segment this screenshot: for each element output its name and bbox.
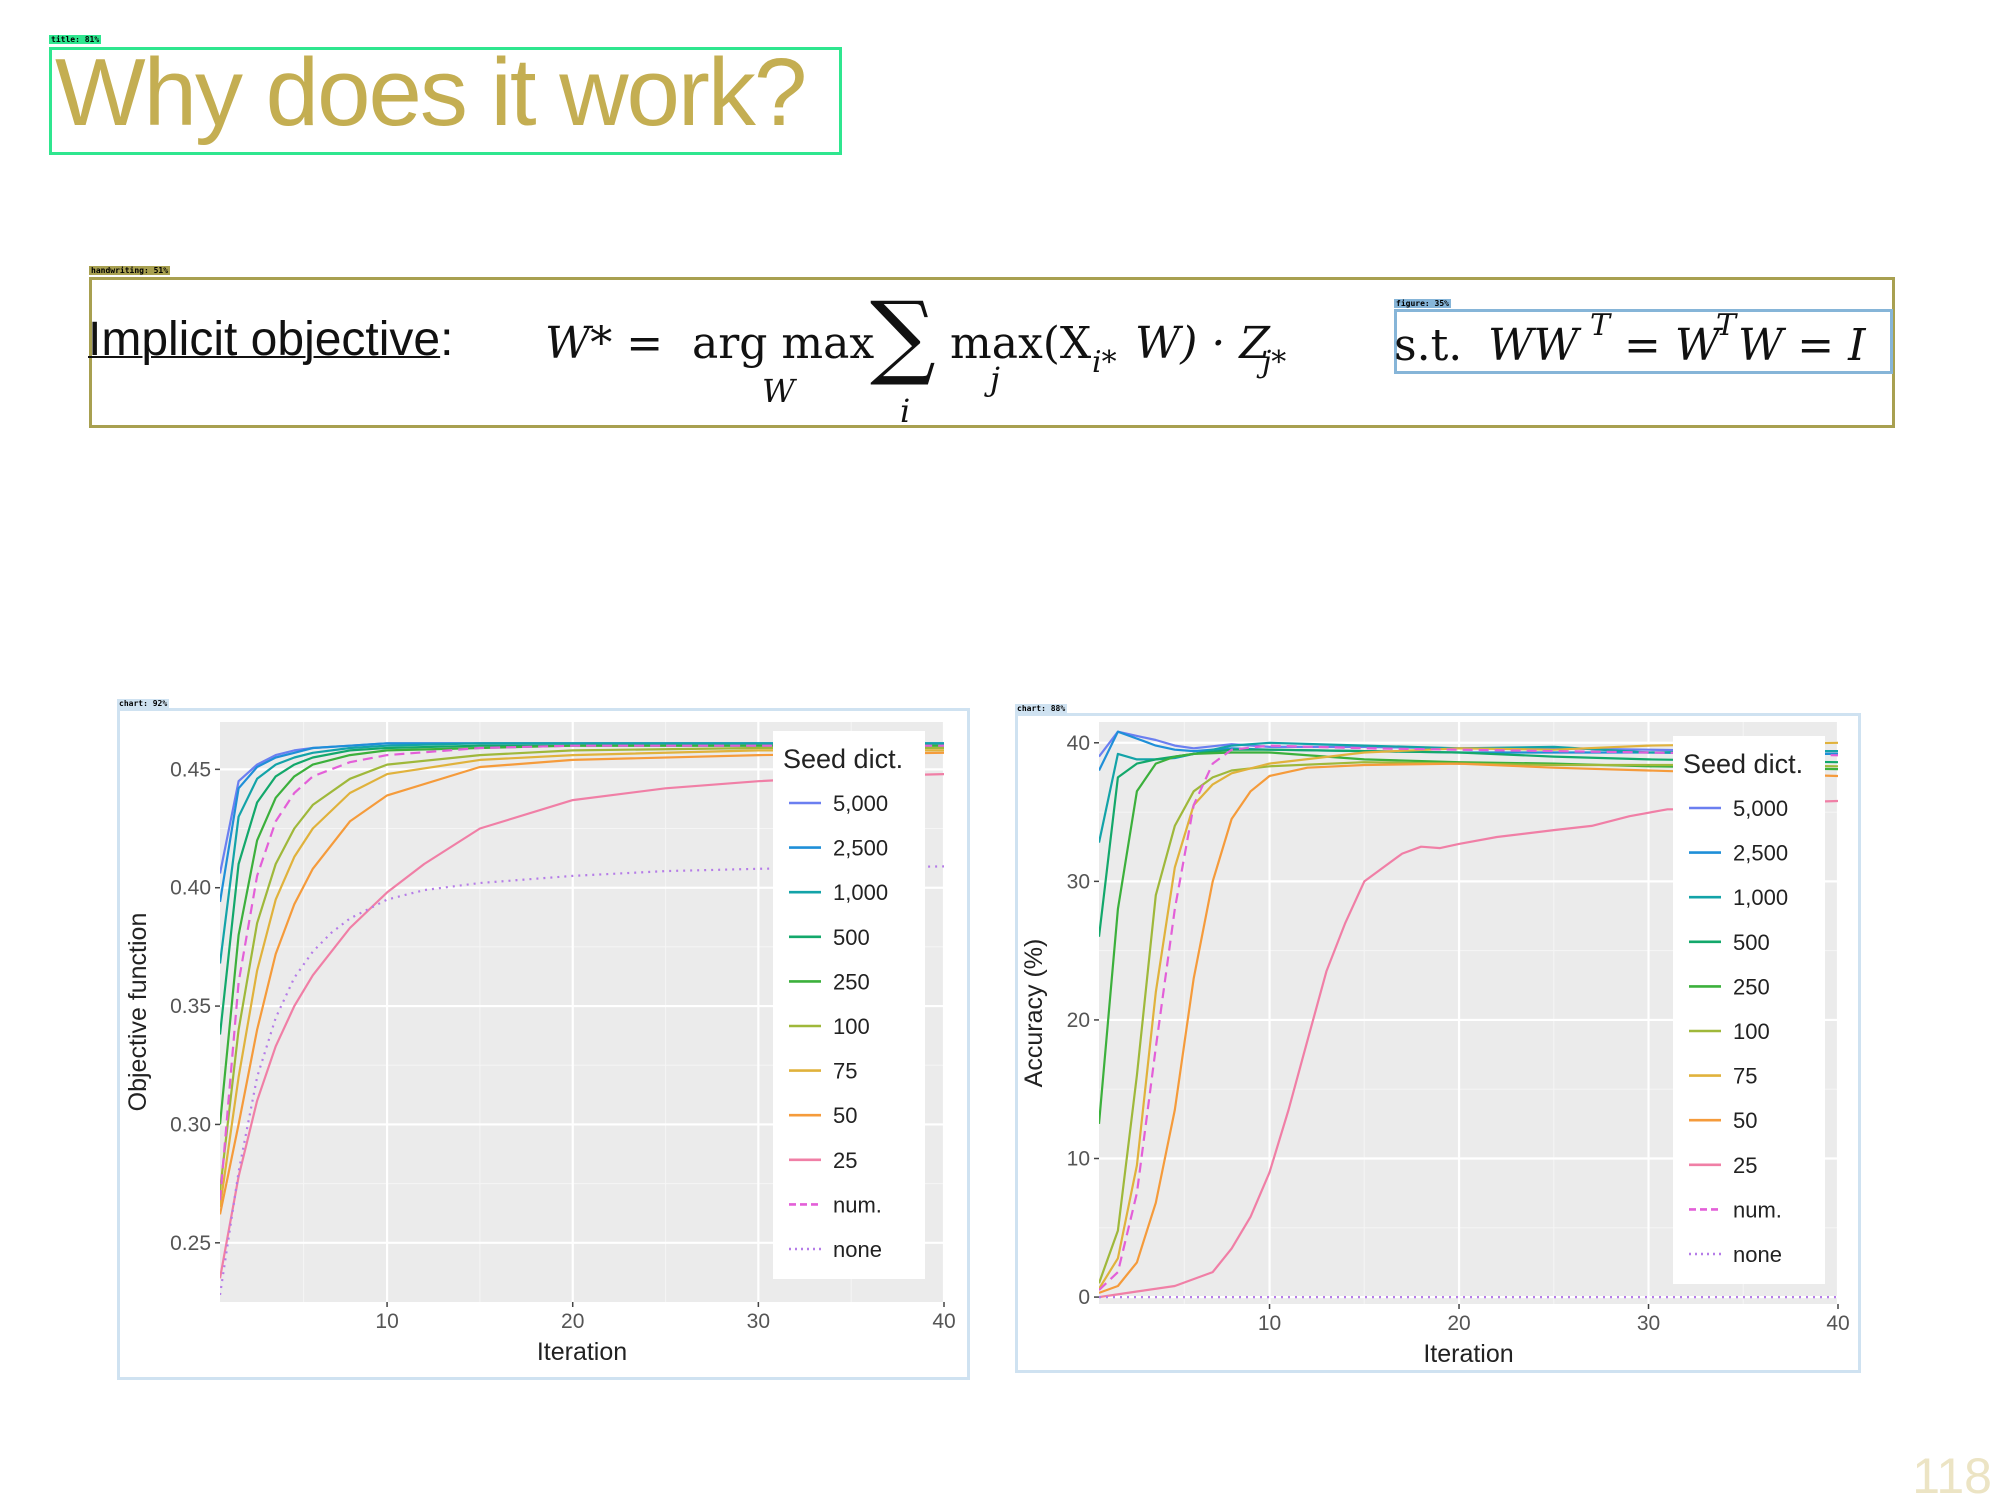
y-tick-label: 0.45 xyxy=(170,758,211,781)
y-tick-label: 30 xyxy=(1067,870,1090,893)
y-tick-label: 20 xyxy=(1067,1009,1090,1032)
title-annotation-tag: title: 81% xyxy=(49,35,102,44)
series-line-5000 xyxy=(1099,730,1838,758)
series-line-num xyxy=(220,744,944,1201)
legend-entry-label: 250 xyxy=(833,969,870,994)
y-tick-label: 0 xyxy=(1078,1286,1090,1309)
constraint-region-box xyxy=(1394,309,1893,374)
legend-entry-label: 2,500 xyxy=(833,836,888,861)
legend-entry-label: 50 xyxy=(1733,1108,1757,1133)
equation-max-subscript: j xyxy=(990,360,1000,398)
series-line-1000 xyxy=(220,742,944,964)
equation-subscript-j: j* xyxy=(1262,345,1287,380)
y-axis-title: Accuracy (%) xyxy=(1020,939,1048,1088)
legend-entry-label: 5,000 xyxy=(833,791,888,816)
x-tick-label: 30 xyxy=(1637,1312,1660,1335)
y-tick-label: 0.25 xyxy=(170,1232,211,1255)
legend-entry-label: none xyxy=(1733,1242,1782,1267)
equation-sum-subscript: i xyxy=(900,392,911,430)
y-axis-title: Objective function xyxy=(124,913,152,1112)
legend-entry-label: 250 xyxy=(1733,974,1770,999)
series-line-25 xyxy=(220,773,944,1279)
y-tick-label: 0.40 xyxy=(170,877,211,900)
series-line-none xyxy=(220,865,944,1296)
series-line-75 xyxy=(1099,741,1838,1290)
equation-sum-symbol: ∑ xyxy=(870,282,936,389)
legend-entry-label: 100 xyxy=(1733,1019,1770,1044)
x-tick-label: 10 xyxy=(375,1310,398,1333)
equation-max: max(X xyxy=(950,318,1092,369)
y-tick-label: 0.35 xyxy=(170,995,211,1018)
y-tick-label: 40 xyxy=(1067,732,1090,755)
x-axis-title: Iteration xyxy=(1423,1340,1513,1368)
page-number: 118 xyxy=(1912,1448,1992,1504)
legend-entry-label: 2,500 xyxy=(1733,841,1788,866)
x-tick-label: 40 xyxy=(1826,1312,1849,1335)
series-group xyxy=(220,742,944,1296)
legend-entry-label: 25 xyxy=(833,1148,857,1173)
x-tick-label: 20 xyxy=(1447,1312,1470,1335)
x-tick-label: 20 xyxy=(561,1310,584,1333)
objective-region-box xyxy=(89,277,1895,428)
x-axis-title: Iteration xyxy=(537,1338,627,1366)
objective-chart-svg: 10 20 30 40 0.25 0.30 0.35 0.40 0.45 Iteration Obj… xyxy=(124,722,956,1366)
accuracy-chart-svg: 10 20 30 40 0 10 20 30 40 Iteration Accuracy (%) Se… xyxy=(1020,722,1850,1368)
legend-entry-label: 1,000 xyxy=(833,880,888,905)
title-region-box xyxy=(49,47,842,155)
series-group xyxy=(1099,730,1838,1299)
legend-background xyxy=(773,731,925,1279)
equation-argmax: arg max xyxy=(692,318,875,369)
constraint-st: s.t. xyxy=(1394,320,1463,371)
legend-background xyxy=(1673,736,1825,1284)
legend-entry-label: 75 xyxy=(833,1059,857,1084)
equation-argmax-subscript: W xyxy=(762,372,795,410)
legend-entry-label: 50 xyxy=(833,1103,857,1128)
legend-entry-label: num. xyxy=(833,1192,882,1217)
constraint-ww: WW xyxy=(1488,320,1579,371)
x-tick-label: 40 xyxy=(932,1310,955,1333)
legend-entry-label: 25 xyxy=(1733,1153,1757,1178)
constraint-sup-t1: T xyxy=(1590,308,1611,343)
series-line-100 xyxy=(1099,761,1838,1284)
constraint-mid: = W xyxy=(1610,320,1721,371)
legend-entry-label: none xyxy=(833,1237,882,1262)
series-line-500 xyxy=(1099,748,1838,937)
x-tick-label: 10 xyxy=(1258,1312,1281,1335)
legend-entry-label: 1,000 xyxy=(1733,885,1788,910)
constraint-end: W = I xyxy=(1738,320,1866,371)
series-line-50 xyxy=(220,751,944,1215)
legend-entry-label: 75 xyxy=(1733,1064,1757,1089)
equation-subscript-i: i* xyxy=(1092,345,1117,380)
series-line-25 xyxy=(1099,799,1838,1299)
series-line-100 xyxy=(220,746,944,1191)
legend-entry-label: 5,000 xyxy=(1733,796,1788,821)
objective-function-chart: 10 20 30 40 0.25 0.30 0.35 0.40 0.45 Iteration Obj… xyxy=(117,708,970,1380)
series-line-50 xyxy=(1099,762,1838,1294)
legend-entry-label: 100 xyxy=(833,1014,870,1039)
legend-entry-label: 500 xyxy=(833,925,870,950)
slide-title: Why does it work? xyxy=(55,39,807,146)
equation-w-times-z: W) · Z xyxy=(1135,318,1270,369)
y-tick-label: 0.30 xyxy=(170,1113,211,1136)
handwriting-annotation-tag: handwriting: 51% xyxy=(89,266,171,275)
legend-title: Seed dict. xyxy=(783,744,903,774)
chart-left-annotation-tag: chart: 92% xyxy=(117,699,170,708)
series-line-1000 xyxy=(1099,741,1838,843)
series-line-75 xyxy=(220,749,944,1208)
legend-title: Seed dict. xyxy=(1683,749,1803,779)
equation-lhs: W* = xyxy=(545,318,664,369)
y-tick-label: 10 xyxy=(1067,1148,1090,1171)
objective-label: Implicit objective: xyxy=(88,313,454,366)
chart-right-annotation-tag: chart: 88% xyxy=(1015,704,1068,713)
figure-annotation-tag: figure: 35% xyxy=(1394,299,1451,308)
accuracy-chart: 10 20 30 40 0 10 20 30 40 Iteration Accuracy (%) Se… xyxy=(1015,713,1861,1373)
legend-entry-label: 500 xyxy=(1733,930,1770,955)
legend-entry-label: num. xyxy=(1733,1197,1782,1222)
constraint-sup-t2: T xyxy=(1716,308,1737,343)
x-tick-label: 30 xyxy=(747,1310,770,1333)
series-line-num xyxy=(1099,744,1838,1291)
